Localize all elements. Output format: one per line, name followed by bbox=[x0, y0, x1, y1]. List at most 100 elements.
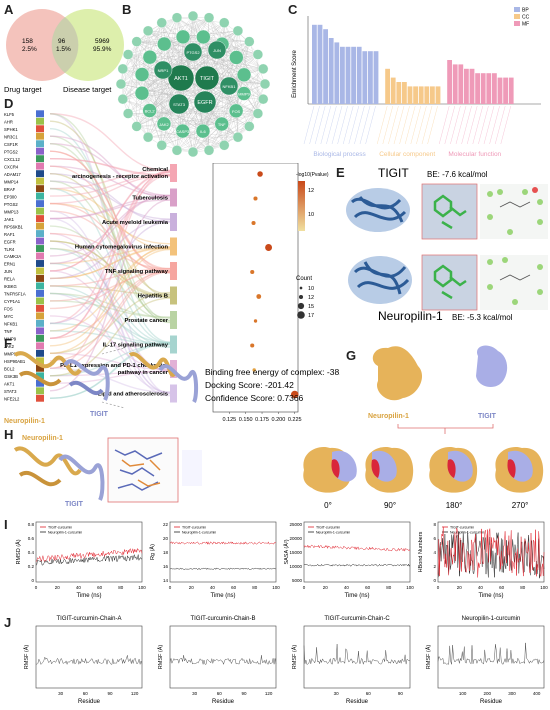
network-edge bbox=[192, 113, 258, 153]
c-tick-label bbox=[377, 105, 388, 145]
sankey-flow bbox=[49, 341, 171, 399]
md-legend-a: TIGIT-curcumin bbox=[450, 526, 474, 530]
sankey-gene-bar bbox=[36, 372, 44, 380]
network-node bbox=[131, 121, 142, 132]
pvalue-colorbar bbox=[298, 181, 305, 231]
sankey-gene-label: MMP9 bbox=[4, 337, 17, 342]
rotation-interface bbox=[507, 459, 516, 478]
c-bar bbox=[480, 73, 486, 104]
network-edge bbox=[141, 17, 210, 75]
md-ytick-label: 0.6 bbox=[28, 536, 35, 541]
pvalue-legend-title: -log10(Pvalue) bbox=[296, 172, 329, 178]
panel-letter-j: J bbox=[4, 615, 12, 630]
sankey-gene-label: RELA bbox=[4, 277, 15, 282]
sankey-flow bbox=[49, 180, 171, 220]
sankey-flow bbox=[49, 246, 171, 265]
tigit-label-g: TIGIT bbox=[478, 413, 497, 420]
network-node bbox=[175, 123, 190, 139]
panel-letter-i: I bbox=[4, 517, 8, 532]
network-edge bbox=[192, 51, 264, 69]
network-edge bbox=[192, 51, 204, 132]
network-edge bbox=[120, 83, 206, 103]
network-node bbox=[244, 36, 255, 47]
panel-letter-a: A bbox=[4, 2, 14, 17]
sankey-gene-bar bbox=[36, 132, 44, 140]
sankey-flow bbox=[49, 232, 171, 270]
sankey-flow bbox=[49, 291, 171, 355]
sankey-pathway-bar bbox=[170, 384, 177, 403]
sankey-flow bbox=[49, 120, 171, 299]
c-tick-label bbox=[495, 105, 506, 145]
c-group-label: Molecular function bbox=[448, 151, 501, 158]
c-tick-label bbox=[365, 105, 376, 145]
network-node-label: JAK2 bbox=[159, 122, 169, 127]
sankey-gene-label: CYP1A1 bbox=[4, 299, 21, 304]
sankey-pathway-bar bbox=[170, 213, 177, 231]
network-node bbox=[142, 25, 154, 37]
network-edge bbox=[120, 83, 165, 124]
sankey-gene-label: JAK1 bbox=[4, 217, 15, 222]
md-xtick-label: 60 bbox=[97, 585, 103, 590]
md-plot-frame bbox=[35, 521, 143, 583]
c-bar bbox=[402, 82, 407, 104]
md-xtick-label: 60 bbox=[231, 585, 237, 590]
sankey-flow bbox=[49, 370, 171, 377]
md-xtick-label: 80 bbox=[386, 585, 392, 590]
sankey-flow bbox=[49, 247, 171, 344]
c-tick-label bbox=[478, 105, 489, 145]
sankey-gene-label: ERN1 bbox=[4, 262, 16, 267]
network-edge bbox=[162, 15, 194, 71]
sankey-gene-label: PTGS2 bbox=[4, 202, 18, 207]
c-group-label: Biological process bbox=[313, 151, 366, 158]
rmsf-ylabel: RMSF (Å) bbox=[291, 645, 298, 670]
sankey-flow bbox=[49, 292, 171, 318]
network-edge bbox=[122, 17, 178, 69]
network-node bbox=[156, 140, 167, 151]
sankey-gene-bar bbox=[36, 275, 44, 282]
md-plot-frame bbox=[437, 521, 545, 583]
network-node-label: TNF bbox=[218, 122, 226, 127]
rmsf-plot-frame bbox=[35, 625, 143, 689]
network-node bbox=[156, 17, 167, 28]
sankey-flow bbox=[49, 217, 171, 394]
sankey-gene-label: TNF bbox=[4, 329, 13, 334]
network-edge bbox=[204, 41, 250, 103]
dot-plot-xlabel: Gene.Ratio bbox=[235, 424, 276, 425]
c-bar bbox=[351, 46, 356, 104]
surface-separate-panel: Neuropilin-1 TIGIT bbox=[368, 345, 508, 434]
c-legend-swatch bbox=[514, 21, 520, 26]
network-node bbox=[193, 90, 217, 114]
panel-letter-b: B bbox=[122, 2, 132, 17]
md-ytick-label: 15000 bbox=[289, 550, 302, 555]
c-bar bbox=[452, 64, 458, 104]
c-tick-label bbox=[320, 105, 331, 145]
sankey-pathway-label: IL-17 signaling pathway bbox=[103, 343, 169, 349]
sankey-flow bbox=[49, 175, 171, 205]
sankey-gene-label: MMP3 bbox=[4, 352, 17, 357]
network-node-label: FOS bbox=[232, 109, 241, 114]
sankey-pathway-bar bbox=[170, 335, 177, 354]
network-edge bbox=[147, 30, 165, 124]
md-trace-neuro bbox=[303, 563, 411, 567]
md-ytick-label: 20000 bbox=[289, 536, 302, 541]
network-node bbox=[142, 131, 154, 143]
sankey-gene-label: MYC bbox=[4, 314, 13, 319]
sankey-flow bbox=[49, 245, 171, 347]
network-node-label: NFKB1 bbox=[223, 84, 237, 89]
c-tick-label bbox=[483, 105, 495, 145]
network-edge bbox=[192, 137, 238, 153]
neuro-ribbon-structure bbox=[348, 256, 412, 304]
md-trace-tigit bbox=[437, 526, 545, 578]
sankey-flow bbox=[49, 225, 171, 322]
md-ylabel: SASA (Å²) bbox=[283, 539, 290, 564]
sankey-gene-label: AHR bbox=[4, 119, 13, 124]
sankey-flow bbox=[49, 300, 171, 319]
sankey-flow bbox=[49, 173, 171, 197]
venn-left-label: Drug target bbox=[4, 85, 42, 94]
sankey-pathway-label: Acute myeloid leukemia bbox=[102, 220, 169, 226]
c-tick-label bbox=[315, 105, 326, 145]
complex-structure-1 bbox=[13, 351, 110, 401]
sankey-flow bbox=[49, 170, 171, 370]
interface-ribbon-structure bbox=[13, 446, 105, 501]
network-edge bbox=[122, 99, 149, 138]
